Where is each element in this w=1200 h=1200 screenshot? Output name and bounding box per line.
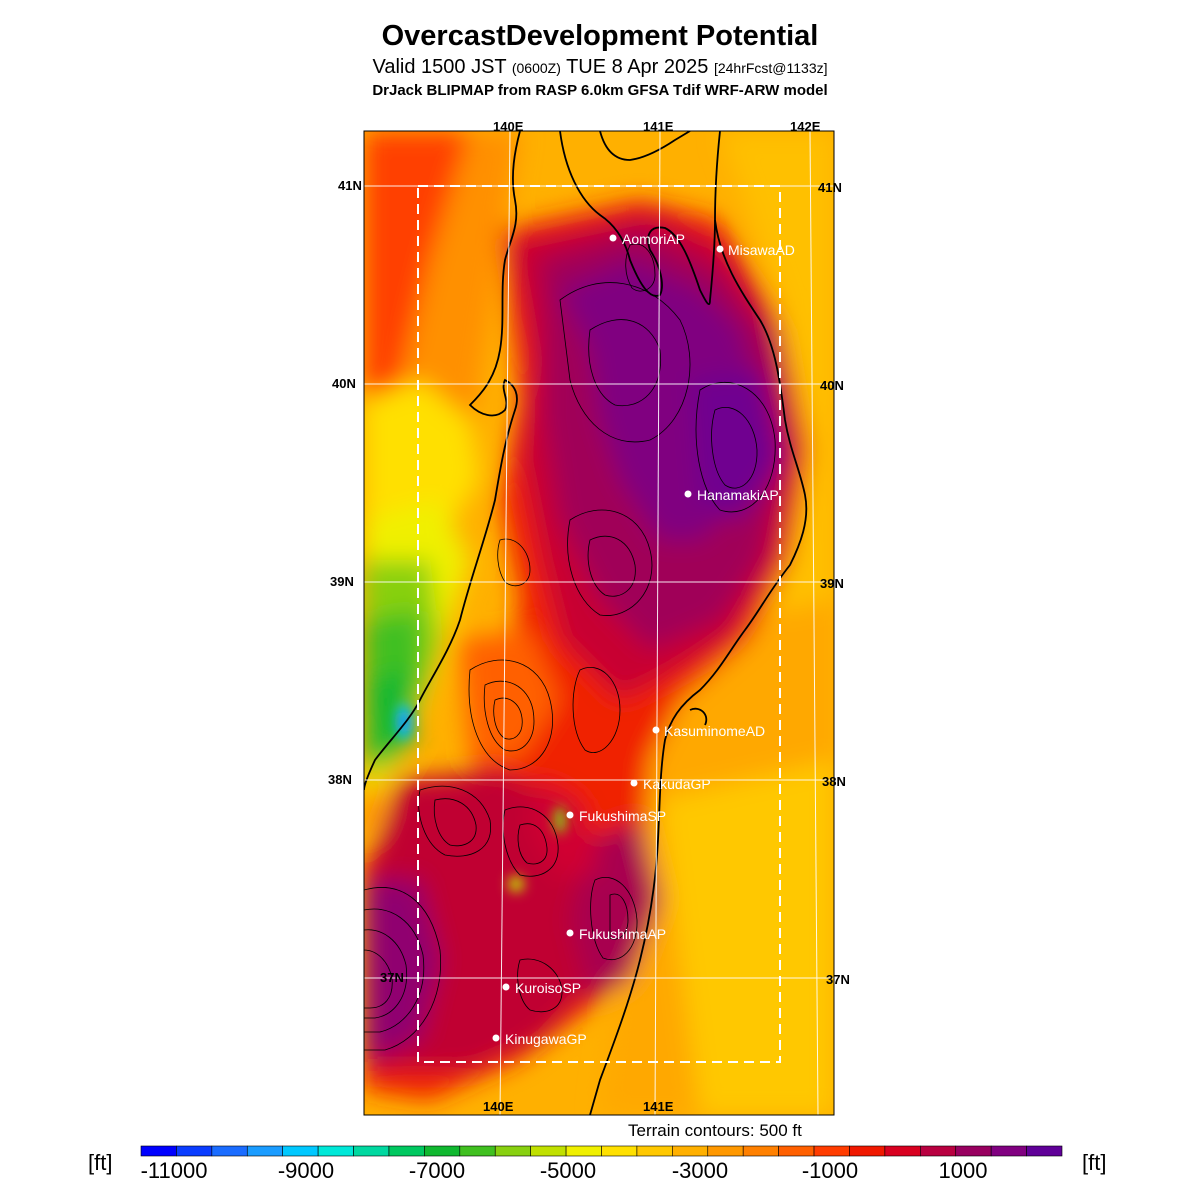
colorbar-box	[707, 1145, 744, 1157]
colorbar-box	[530, 1145, 567, 1157]
colorbar-box	[955, 1145, 992, 1157]
colorbar-box	[742, 1145, 779, 1157]
station-marker[interactable]: AomoriAP	[609, 231, 686, 247]
stations: AomoriAP MisawaAD HanamakiAP KasuminomeA…	[492, 231, 795, 1047]
top-lon-label: 140E	[493, 119, 524, 134]
svg-text:HanamakiAP: HanamakiAP	[697, 487, 779, 503]
forecast-info: [24hrFcst@1133z]	[713, 60, 828, 76]
left-lat-label: 39N	[330, 574, 354, 589]
svg-text:FukushimaAP: FukushimaAP	[579, 926, 666, 942]
station-marker[interactable]: FukushimaSP	[566, 808, 667, 824]
colorbar-tick-label: -5000	[540, 1158, 596, 1183]
bottom-lon-label: 141E	[643, 1099, 674, 1114]
model-subtitle: DrJack BLIPMAP from RASP 6.0km GFSA Tdif…	[372, 82, 828, 99]
station-marker[interactable]: KakudaGP	[630, 776, 711, 792]
station-marker[interactable]: KinugawaGP	[492, 1031, 587, 1047]
colorbar-box	[920, 1145, 957, 1157]
inner-domain-box	[417, 185, 781, 1063]
colorbar-tick-label: 1000	[939, 1158, 988, 1183]
top-lon-label: 142E	[790, 119, 821, 134]
colorbar-tick-label: -1000	[802, 1158, 858, 1183]
unit-right: [ft]	[1082, 1150, 1107, 1175]
right-lat-label: 41N	[818, 180, 842, 195]
svg-text:KakudaGP: KakudaGP	[643, 776, 711, 792]
grid-labels: 140E 141E 142E 140E 141E 41N 40N 39N 38N…	[328, 119, 850, 1114]
colorbar-tick-label: -3000	[672, 1158, 728, 1183]
colorbar-tick-label: -7000	[409, 1158, 465, 1183]
colorbar-tick-label: -9000	[278, 1158, 334, 1183]
left-lat-label: 38N	[328, 772, 352, 787]
colorbar-box	[778, 1145, 815, 1157]
colorbar-box	[317, 1145, 354, 1157]
right-lat-label: 39N	[820, 576, 844, 591]
colorbar-box	[884, 1145, 921, 1157]
graticule	[364, 130, 834, 1116]
valid-utc: (0600Z)	[511, 60, 561, 76]
top-lon-label: 141E	[643, 119, 674, 134]
station-marker[interactable]: KasuminomeAD	[652, 723, 766, 739]
svg-text:FukushimaSP: FukushimaSP	[579, 808, 666, 824]
station-marker[interactable]: HanamakiAP	[684, 487, 779, 503]
colorbar-box	[176, 1145, 213, 1157]
left-lat-label: 41N	[338, 178, 362, 193]
station-marker[interactable]: MisawaAD	[716, 242, 795, 258]
colorbar-boxes	[140, 1145, 1063, 1157]
colorbar-box	[140, 1145, 177, 1157]
colorbar-labels: -11000 -9000 -7000 -5000 -3000 -1000 100…	[141, 1158, 988, 1183]
colorbar-box	[246, 1145, 283, 1157]
terrain-contours	[364, 243, 776, 1051]
field-shading	[364, 131, 834, 1115]
valid-time: Valid 1500 JST (0600Z) TUE 8 Apr 2025 [2…	[0, 56, 1200, 79]
unit-left: [ft]	[88, 1150, 113, 1175]
colorbar-box	[813, 1145, 850, 1157]
colorbar-box	[849, 1145, 886, 1157]
colorbar-box	[990, 1145, 1027, 1157]
colorbar-box	[672, 1145, 709, 1157]
colorbar-box	[636, 1145, 673, 1157]
right-lat-label: 37N	[826, 972, 850, 987]
map-title: OvercastDevelopment Potential	[381, 20, 819, 52]
colorbar-box	[424, 1145, 461, 1157]
right-lat-label: 38N	[822, 774, 846, 789]
bottom-lon-label: 140E	[483, 1099, 514, 1114]
colorbar-tick-label: -11000	[141, 1158, 208, 1183]
right-lat-label: 40N	[820, 378, 844, 393]
left-lat-label: 37N	[380, 970, 404, 985]
coastline	[364, 131, 808, 1115]
svg-text:AomoriAP: AomoriAP	[622, 231, 685, 247]
colorbar-box	[494, 1145, 531, 1157]
colorbar-box	[459, 1145, 496, 1157]
colorbar-box	[601, 1145, 638, 1157]
map-frame	[363, 130, 835, 1116]
colorbar-box	[211, 1145, 248, 1157]
left-lat-label: 40N	[332, 376, 356, 391]
colorbar-box	[1026, 1145, 1063, 1157]
svg-text:KinugawaGP: KinugawaGP	[505, 1031, 587, 1047]
valid-date: TUE 8 Apr 2025	[566, 56, 709, 78]
svg-text:MisawaAD: MisawaAD	[728, 242, 795, 258]
svg-text:KuroisoSP: KuroisoSP	[515, 980, 581, 996]
colorbar-box	[282, 1145, 319, 1157]
colorbar-box	[565, 1145, 602, 1157]
colorbar-box	[388, 1145, 425, 1157]
svg-text:KasuminomeAD: KasuminomeAD	[664, 723, 765, 739]
station-marker[interactable]: FukushimaAP	[566, 926, 667, 942]
valid-main: Valid 1500 JST	[372, 56, 507, 78]
terrain-contour-note: Terrain contours: 500 ft	[628, 1121, 802, 1140]
station-marker[interactable]: KuroisoSP	[502, 980, 582, 996]
colorbar-box	[353, 1145, 390, 1157]
